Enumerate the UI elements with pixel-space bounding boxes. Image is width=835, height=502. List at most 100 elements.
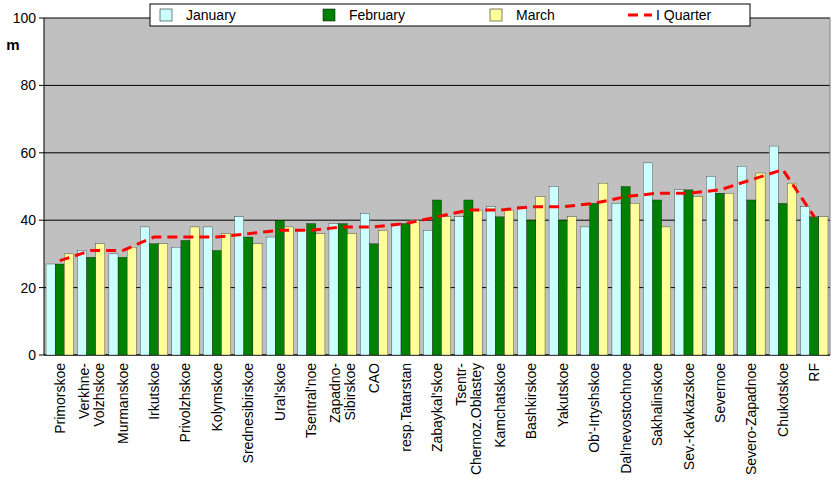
tick-label: 0: [28, 347, 36, 363]
bar: [347, 234, 356, 355]
tick-label-line: Yakutskoe: [555, 363, 571, 428]
tick-label: 60: [20, 145, 36, 161]
tick-label: Severnoe: [712, 363, 728, 423]
bar: [235, 217, 244, 355]
tick-label: Srednesibirskoe: [240, 363, 256, 464]
x-label-group: Kamchatskoe: [492, 363, 508, 448]
legend-swatch: [490, 9, 502, 21]
bar: [118, 257, 127, 355]
tick-label: Zabaykal'skoe: [429, 363, 445, 452]
x-label-group: Srednesibirskoe: [240, 363, 256, 464]
bar: [253, 244, 262, 355]
bar: [140, 227, 149, 355]
bar: [410, 220, 419, 355]
bar: [284, 227, 293, 355]
bar: [109, 254, 118, 355]
tick-label: Primorskoe: [52, 363, 68, 434]
bar: [455, 217, 464, 355]
bar: [379, 230, 388, 355]
bar: [329, 224, 338, 355]
x-label-group: Severnoe: [712, 363, 728, 423]
bar: [46, 264, 55, 355]
tick-label-line: Kolymskoe: [209, 363, 225, 432]
x-label-group: Sakhalinskoe: [649, 363, 665, 446]
tick-label-line: Dal'nevostochnoe: [618, 363, 634, 474]
bar: [567, 217, 576, 355]
bar: [621, 187, 630, 356]
bar: [549, 187, 558, 356]
bar: [212, 251, 221, 355]
bar: [581, 227, 590, 355]
bar: [442, 217, 451, 355]
bar: [518, 207, 527, 355]
bar: [495, 217, 504, 355]
bar: [675, 190, 684, 355]
tick-label-line: Severo-Zapadnoe: [743, 363, 759, 475]
tick-label: RF: [806, 363, 822, 382]
bar: [536, 197, 545, 355]
tick-label-line: Sibirskoe: [342, 363, 358, 421]
tick-label: Ural'skoe: [272, 363, 288, 421]
bar: [392, 224, 401, 355]
tick-label-line: Kamchatskoe: [492, 363, 508, 448]
legend-swatch: [323, 9, 335, 21]
bar: [159, 244, 168, 355]
bar: [747, 200, 756, 355]
x-label-group: Verkhne-Volzhskoe: [76, 363, 107, 427]
tick: [39, 355, 44, 356]
tick: [39, 152, 44, 153]
legend-label: I Quarter: [656, 7, 712, 23]
y-label: m: [6, 36, 19, 53]
x-label-group: RF: [806, 363, 822, 382]
x-label-group: Primorskoe: [52, 363, 68, 434]
x-label-group: CAO: [366, 363, 382, 393]
x-label-group: Bashkirskoe: [523, 363, 539, 439]
tick-label-line: Bashkirskoe: [523, 363, 539, 439]
bar: [149, 244, 158, 355]
bar: [190, 227, 199, 355]
x-label-group: Zapadno-Sibirskoe: [327, 363, 358, 423]
bar: [172, 247, 181, 355]
bar: [401, 224, 410, 355]
tick-label: Murmanskoe: [115, 363, 131, 444]
legend-swatch: [628, 14, 652, 17]
tick-label: Verkhne-Volzhskoe: [76, 363, 107, 427]
tick-label-line: Tsentral'noe: [303, 363, 319, 438]
tick-label-line: Severnoe: [712, 363, 728, 423]
bar: [756, 173, 765, 355]
legend-box: [150, 4, 750, 26]
tick-label: CAO: [366, 363, 382, 393]
tick: [39, 85, 44, 86]
tick-label-line: Privolzhskoe: [177, 363, 193, 443]
x-label-group: Tsentr-Chernoz.Oblastey: [453, 363, 484, 475]
tick-label-line: Sev.-Kavkazskoe: [681, 363, 697, 470]
tick-label-line: Zapadno-: [327, 363, 343, 423]
x-label-group: Dal'nevostochnoe: [618, 363, 634, 474]
bar: [612, 203, 621, 355]
tick-label-line: Ural'skoe: [272, 363, 288, 421]
tick-label-line: Volzhskoe: [91, 363, 107, 427]
bar: [221, 234, 230, 355]
x-label-group: Irkutskoe: [146, 363, 162, 420]
tick-label: Bashkirskoe: [523, 363, 539, 439]
bar: [423, 230, 432, 355]
tick-label-line: Verkhne-: [76, 363, 92, 419]
grid-line: [44, 152, 830, 153]
tick-label: 20: [20, 280, 36, 296]
plot-area: [44, 18, 830, 355]
bar: [738, 166, 747, 355]
tick-label-line: resp.Tatarstan: [398, 363, 414, 452]
tick-label-line: Srednesibirskoe: [240, 363, 256, 464]
tick-label-line: Ob'-Irtyshskoe: [586, 363, 602, 453]
bar: [653, 200, 662, 355]
legend: JanuaryFebruaryMarchI Quarter: [150, 4, 750, 26]
bar: [244, 237, 253, 355]
tick-label-line: RF: [806, 363, 822, 382]
tick-label: Kolymskoe: [209, 363, 225, 432]
bar: [504, 210, 513, 355]
bar: [473, 210, 482, 355]
bar: [464, 200, 473, 355]
bar: [275, 220, 284, 355]
x-label-group: Privolzhskoe: [177, 363, 193, 443]
bar: [706, 176, 715, 355]
